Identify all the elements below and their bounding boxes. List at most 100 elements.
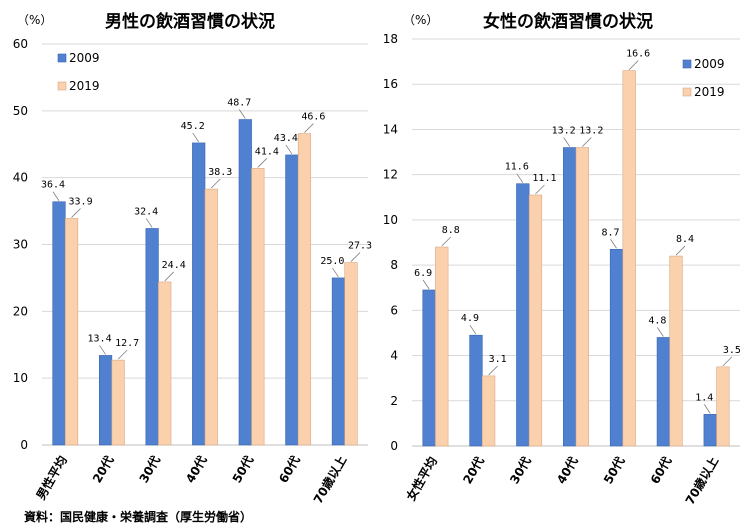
y-tick-label: 10 <box>383 213 398 227</box>
data-label: 24.4 <box>162 260 186 271</box>
label-leader <box>211 178 221 189</box>
category-label: 40代 <box>182 453 209 485</box>
data-label: 33.9 <box>69 196 93 207</box>
label-leader <box>304 123 314 133</box>
label-leader <box>516 173 524 183</box>
legend-label: 2019 <box>694 85 725 99</box>
label-leader <box>99 345 106 355</box>
data-label: 13.2 <box>579 126 603 137</box>
bar-2009 <box>238 119 252 446</box>
label-leader <box>441 236 452 247</box>
data-label: 36.4 <box>41 180 65 191</box>
y-tick-label: 18 <box>383 32 398 46</box>
label-leader <box>117 349 128 360</box>
data-label: 45.2 <box>181 121 205 132</box>
label-leader <box>350 252 361 262</box>
data-label: 6.9 <box>414 268 432 279</box>
y-tick-label: 8 <box>390 258 398 272</box>
data-label: 11.1 <box>532 173 556 184</box>
label-leader <box>703 404 711 414</box>
y-tick-label: 30 <box>13 238 28 252</box>
label-leader <box>145 218 153 228</box>
y-tick-label: 10 <box>13 371 28 385</box>
data-label: 48.7 <box>227 98 251 109</box>
y-tick-label: 60 <box>13 37 28 51</box>
bar-2009 <box>285 154 299 446</box>
female-chart-title: 女性の飲酒習慣の状況 <box>483 11 653 32</box>
data-label: 13.2 <box>552 126 576 137</box>
y-tick-label: 12 <box>383 168 398 182</box>
source-note: 資料：国民健康・栄養調査（厚生労働省） <box>24 509 252 524</box>
bar-2009 <box>192 142 206 446</box>
legend-swatch <box>682 59 692 69</box>
bar-2019 <box>575 147 589 447</box>
bar-2019 <box>669 255 683 447</box>
male-chart-title: 男性の飲酒習慣の状況 <box>105 11 275 32</box>
data-label: 1.4 <box>695 392 713 403</box>
category-label: 30代 <box>506 454 533 486</box>
bar-2009 <box>516 183 530 447</box>
category-label: 60代 <box>647 454 674 486</box>
bar-2009 <box>331 277 346 446</box>
data-label: 3.5 <box>723 345 741 356</box>
category-label: 50代 <box>600 454 627 486</box>
label-leader <box>657 327 664 337</box>
y-tick-label: 4 <box>390 349 398 363</box>
category-label: 60代 <box>275 453 302 485</box>
data-label: 8.7 <box>602 227 620 238</box>
bar-2019 <box>344 262 358 446</box>
label-leader <box>164 271 174 282</box>
bar-2019 <box>435 246 449 447</box>
label-leader <box>563 137 571 147</box>
data-label: 4.9 <box>461 313 479 324</box>
category-label: 40代 <box>553 454 580 486</box>
label-leader <box>535 184 545 195</box>
data-label: 25.0 <box>320 256 344 267</box>
bar-2009 <box>563 147 577 447</box>
legend-label: 2009 <box>694 57 725 71</box>
label-leader <box>71 208 81 218</box>
y-tick-label: 20 <box>13 304 28 318</box>
label-leader <box>52 191 60 201</box>
data-label: 13.4 <box>88 333 112 344</box>
category-label: 20代 <box>89 453 116 485</box>
data-label: 8.8 <box>442 225 460 236</box>
bar-2019 <box>297 133 312 446</box>
label-leader <box>422 279 430 290</box>
data-label: 11.6 <box>505 162 529 173</box>
label-leader <box>332 267 339 278</box>
bar-2019 <box>251 168 265 446</box>
legend-swatch <box>57 81 67 91</box>
data-label: 27.3 <box>348 241 372 252</box>
label-leader <box>582 137 592 147</box>
data-label: 38.3 <box>208 167 232 178</box>
y-tick-label: 2 <box>390 394 398 408</box>
legend-swatch <box>682 87 692 97</box>
bar-2009 <box>145 228 159 446</box>
data-label: 16.6 <box>626 49 650 60</box>
y-tick-label: 50 <box>13 104 28 118</box>
label-leader <box>238 109 246 119</box>
category-label: 男性平均 <box>33 453 70 502</box>
bar-2019 <box>481 375 496 447</box>
bar-2009 <box>656 337 671 447</box>
data-label: 32.4 <box>134 206 158 217</box>
category-label: 70歳以上 <box>310 453 349 506</box>
y-tick-label: 6 <box>390 303 398 317</box>
label-leader <box>469 324 477 335</box>
data-label: 41.4 <box>255 146 279 157</box>
y-tick-label: 40 <box>13 171 28 185</box>
data-label: 46.6 <box>301 112 325 123</box>
bar-2009 <box>52 201 66 446</box>
male-chart-plot: 0 10 20 30 40 50 60 36.4 33.9 男性平均 13.4 12.7 20代 32.4… <box>13 37 372 506</box>
category-label: 女性平均 <box>403 454 440 503</box>
bar-2009 <box>422 289 436 447</box>
legend-label: 2019 <box>69 79 100 93</box>
male-y-unit: （%） <box>17 13 52 27</box>
data-label: 3.1 <box>489 354 507 365</box>
data-label: 8.4 <box>676 234 694 245</box>
label-leader <box>257 158 268 168</box>
category-label: 30代 <box>136 453 163 485</box>
legend-swatch <box>57 53 67 63</box>
